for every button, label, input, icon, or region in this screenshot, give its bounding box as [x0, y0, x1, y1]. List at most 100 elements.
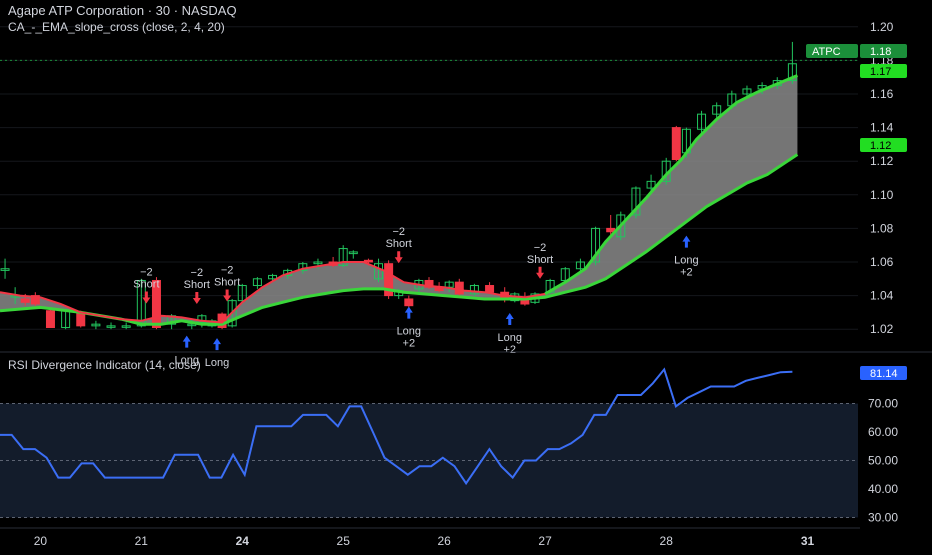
- candle-body: [217, 313, 227, 329]
- candle-body: [575, 261, 585, 270]
- last-price-tag-bg: [860, 44, 907, 58]
- candle-body: [268, 274, 278, 280]
- candle-body: [469, 285, 479, 295]
- price-tick-label: 1.04: [870, 289, 894, 303]
- short-signal-label: Short: [527, 254, 553, 266]
- price-tick-label: 1.02: [870, 322, 894, 336]
- fast-ema-tag-text: 1.17: [870, 66, 891, 78]
- short-arrow-icon: [142, 291, 151, 304]
- rsi-tick-label: 50.00: [868, 454, 898, 468]
- ticker-tag-bg: [806, 44, 858, 58]
- price-tick-label: 1.16: [870, 87, 894, 101]
- long-arrow-icon: [404, 306, 413, 319]
- indicator-title[interactable]: CA_-_EMA_slope_cross (close, 2, 4, 20): [8, 20, 225, 34]
- long-signal-label: +2: [503, 344, 516, 356]
- candle-body: [252, 278, 262, 287]
- candle-body: [237, 285, 247, 302]
- price-tick-label: 1.08: [870, 221, 894, 235]
- short-signal-label: −2: [534, 242, 547, 254]
- rsi-value-tag-bg: [860, 366, 907, 380]
- rsi-value-tag-text: 81.14: [870, 368, 898, 380]
- price-axis[interactable]: 1.02 1.04 1.06 1.08 1.10 1.12 1.14 1.16 1.18 1.20: [870, 20, 894, 336]
- short-signal-label: Short: [214, 276, 240, 288]
- candle-body: [121, 325, 131, 328]
- candle-body: [30, 295, 40, 305]
- long-signal: Long+2: [674, 235, 699, 279]
- short-signal-label: −2: [221, 264, 234, 276]
- long-signal: Long+2: [498, 312, 522, 356]
- symbol-title[interactable]: Agape ATP Corporation · 30 · NASDAQ: [8, 3, 237, 18]
- rsi-axis[interactable]: 30.00 40.00 50.00 60.00 70.00: [868, 397, 898, 525]
- candle-body: [348, 251, 358, 255]
- time-tick-label: 24: [236, 534, 250, 548]
- short-signal-label: Short: [184, 279, 210, 291]
- short-signal-label: −2: [140, 267, 153, 279]
- short-arrow-icon: [536, 266, 545, 279]
- long-signal-label: +2: [680, 267, 693, 279]
- time-tick-label: 31: [801, 534, 815, 548]
- candle-body: [712, 105, 722, 115]
- candle-body: [0, 268, 10, 271]
- slow-ema-tag: 1.12: [860, 138, 907, 152]
- long-signal: Long: [174, 335, 199, 367]
- price-tick-label: 1.12: [870, 154, 894, 168]
- candle-body: [106, 325, 116, 328]
- short-arrow-icon: [192, 291, 201, 304]
- rsi-tick-label: 40.00: [868, 482, 898, 496]
- long-signal-label: Long: [674, 255, 698, 267]
- price-tick-label: 1.14: [870, 121, 894, 135]
- long-arrow-icon: [505, 312, 514, 325]
- candle-body: [384, 263, 394, 297]
- rsi-tick-label: 30.00: [868, 510, 898, 524]
- fast-ema-tag-bg: [860, 64, 907, 78]
- price-tick-label: 1.10: [870, 188, 894, 202]
- candle-body: [45, 310, 55, 329]
- long-signal: Long+2: [397, 306, 421, 350]
- time-tick-label: 20: [34, 534, 48, 548]
- time-tick-label: 25: [337, 534, 351, 548]
- long-signal: Long: [205, 338, 229, 369]
- fast-ema-line-rising: [544, 74, 798, 296]
- candle-body: [631, 187, 641, 216]
- rsi-value-tag: 81.14: [860, 366, 907, 380]
- time-tick-label: 26: [437, 534, 451, 548]
- candle-body: [616, 214, 626, 238]
- long-arrow-icon: [213, 338, 222, 351]
- candle-body: [671, 127, 681, 161]
- time-axis[interactable]: 20 21 24 25 26 27 28 31: [34, 534, 815, 548]
- rsi-path: [0, 367, 793, 486]
- long-signal-label: +2: [403, 338, 416, 350]
- time-tick-label: 27: [538, 534, 552, 548]
- rsi-tick-label: 60.00: [868, 425, 898, 439]
- short-signal-label: −2: [191, 267, 204, 279]
- ticker-tag: ATPC: [806, 44, 858, 58]
- ticker-tag-text: ATPC: [812, 46, 841, 58]
- candle-body: [363, 259, 373, 263]
- fast-ema-tag: 1.17: [860, 64, 907, 78]
- candle-body: [485, 285, 495, 293]
- ema-lines: [0, 74, 799, 326]
- candle-body: [91, 323, 101, 327]
- rsi-tick-label: 70.00: [868, 397, 898, 411]
- candle-body: [227, 300, 237, 327]
- candle-body: [454, 281, 464, 295]
- last-price-tag: 1.18: [860, 44, 907, 58]
- short-signal-label: −2: [392, 226, 405, 238]
- candle-body: [313, 261, 323, 265]
- candles[interactable]: [0, 41, 797, 330]
- long-signal-label: Long: [174, 355, 198, 367]
- candle-body: [338, 248, 348, 266]
- rsi-title[interactable]: RSI Divergence Indicator (14, close): [8, 358, 201, 372]
- time-tick-label: 21: [135, 534, 149, 548]
- rsi-band: [0, 403, 858, 518]
- long-signal-label: Long: [205, 357, 229, 369]
- candle-body: [151, 279, 161, 329]
- candle-body: [697, 113, 707, 130]
- candle-body: [742, 88, 752, 95]
